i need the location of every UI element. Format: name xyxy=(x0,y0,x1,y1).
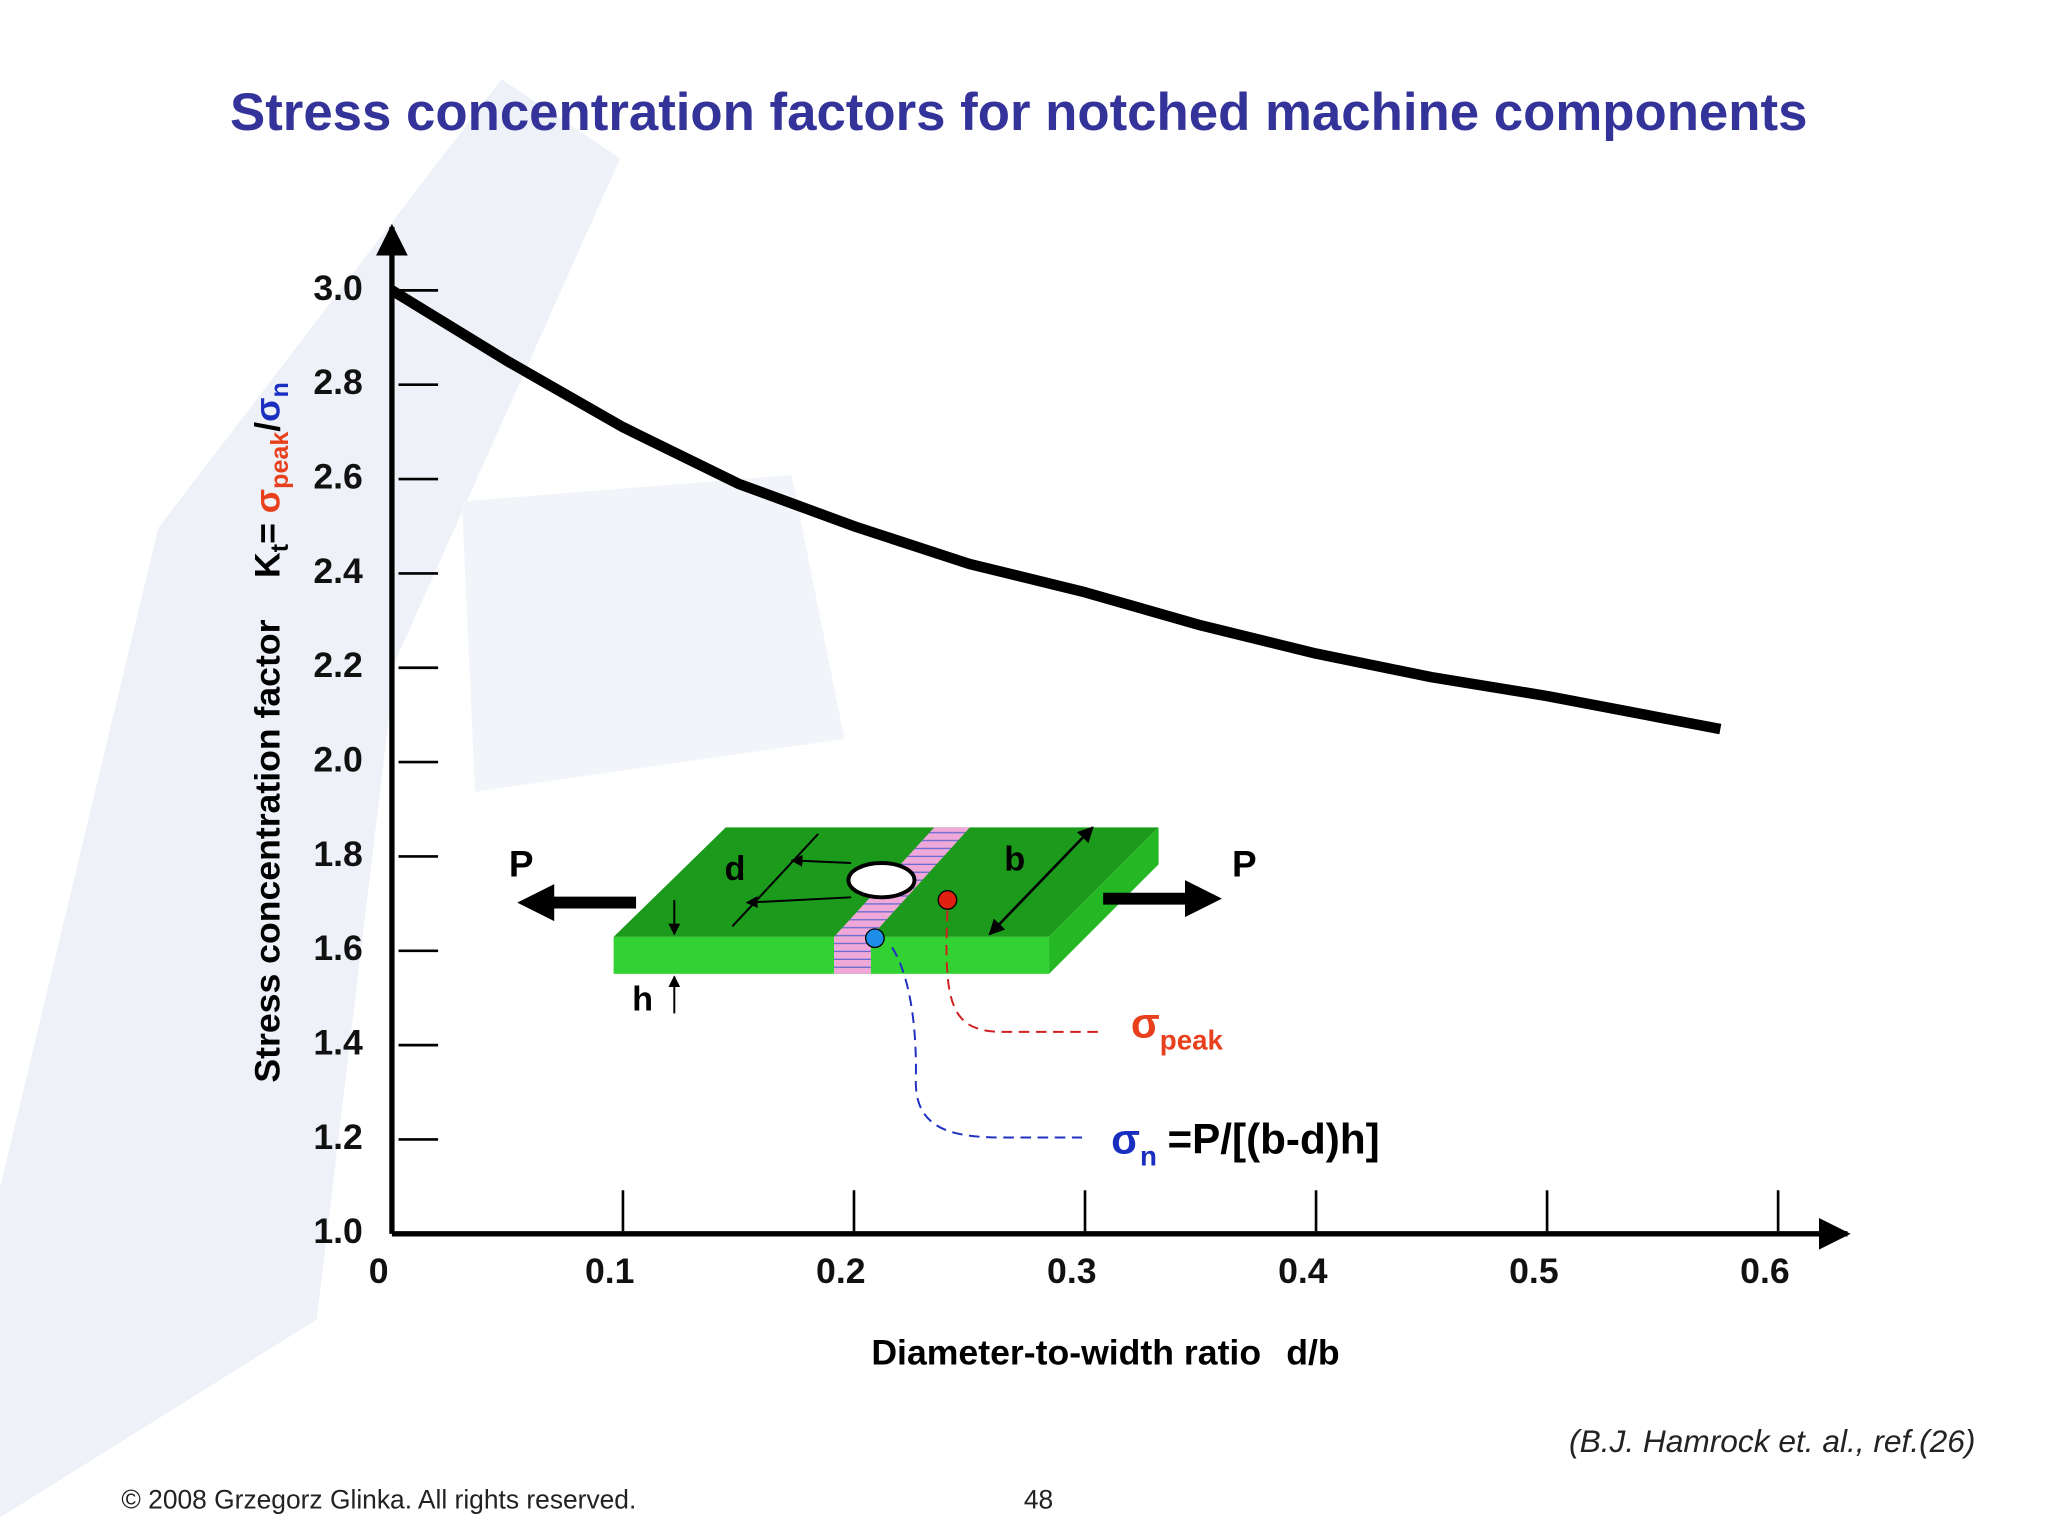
peak-point xyxy=(937,890,958,910)
x-axis-symbol: d/b xyxy=(1286,1333,1339,1373)
y-label-denominator-sub: n xyxy=(266,382,294,397)
x-tick-label: 0.5 xyxy=(1509,1251,1559,1291)
y-label-equals: = xyxy=(248,523,288,544)
y-tick-label: 2.8 xyxy=(313,362,363,402)
diameter-dimension xyxy=(745,896,852,908)
y-tick-label: 2.2 xyxy=(313,645,363,685)
y-tick-label: 1.0 xyxy=(313,1211,363,1251)
nominal-symbol: σ xyxy=(1111,1116,1140,1163)
y-tick-label: 2.0 xyxy=(313,739,363,779)
x-tick-label: 0.2 xyxy=(816,1251,866,1291)
x-tick-label: 0.6 xyxy=(1740,1251,1790,1291)
nominal-leader xyxy=(891,946,1083,1139)
peak-symbol: σ xyxy=(1131,1000,1160,1047)
copyright: © 2008 Grzegorz Glinka. All rights reser… xyxy=(121,1485,636,1515)
title: Stress concentration factors for notched… xyxy=(230,83,1807,142)
y-tick-label: 3.0 xyxy=(313,268,363,308)
page-number: 48 xyxy=(1024,1485,1053,1515)
x-axis-label: Diameter-to-width ratio xyxy=(871,1333,1261,1373)
diameter-dimension xyxy=(731,833,819,928)
y-tick-label: 1.2 xyxy=(313,1117,363,1157)
y-tick-label: 1.4 xyxy=(313,1023,363,1063)
hole xyxy=(846,861,917,900)
load-arrow xyxy=(1184,880,1222,918)
background-shape xyxy=(461,475,845,792)
plate-diagram: P P d b h σpeak σn =P/[(b-d)h] xyxy=(509,826,1380,1172)
y-tick-label: 1.6 xyxy=(313,928,363,968)
x-tick-label: 0.1 xyxy=(585,1251,635,1291)
stress-distribution xyxy=(833,936,871,974)
plot: 1.0 1.2 1.4 1.6 1.8 2.0 2.2 2.4 2.6 2.8 3.0 0 0.1 0.2… xyxy=(313,268,1789,1291)
diameter-label: d xyxy=(725,850,746,888)
x-tick-label: 0.4 xyxy=(1278,1251,1328,1291)
x-tick-label: 0.3 xyxy=(1047,1251,1097,1291)
source: (B.J. Hamrock et. al., ref.(26) xyxy=(1569,1423,1975,1459)
y-label-numerator-sub: peak xyxy=(266,432,294,489)
x-tick-label: 0 xyxy=(369,1251,389,1291)
y-label-sub: t xyxy=(266,543,294,552)
thickness-label: h xyxy=(632,981,653,1019)
load-label: P xyxy=(1232,844,1257,885)
load-label: P xyxy=(509,844,534,885)
background-shape xyxy=(0,79,621,1518)
peak-stress-label: σpeak xyxy=(1131,1000,1224,1056)
y-label-symbol: K xyxy=(248,552,288,578)
load-arrow xyxy=(517,884,555,922)
data-line xyxy=(389,285,1722,735)
y-tick-label: 2.4 xyxy=(313,551,363,591)
width-label: b xyxy=(1004,841,1025,879)
nominal-formula: =P/[(b-d)h] xyxy=(1167,1116,1379,1163)
width-dimension xyxy=(988,826,1094,936)
y-axis-label: Stress concentration factor Kt= σpeak/σn xyxy=(248,382,294,1082)
nominal-point xyxy=(864,928,885,949)
y-tick-label: 2.6 xyxy=(313,456,363,496)
nominal-stress-label: σn =P/[(b-d)h] xyxy=(1111,1116,1380,1172)
y-label-denominator: σ xyxy=(248,397,288,421)
diameter-dimension xyxy=(790,854,852,867)
peak-sub: peak xyxy=(1160,1025,1224,1056)
nominal-sub: n xyxy=(1140,1141,1157,1172)
peak-leader xyxy=(945,910,1102,1033)
y-label-slash: / xyxy=(248,422,288,432)
y-label-numerator: σ xyxy=(248,489,288,513)
y-tick-label: 1.8 xyxy=(313,834,363,874)
y-label-text: Stress concentration factor xyxy=(248,619,288,1082)
plate-front xyxy=(613,936,1050,974)
